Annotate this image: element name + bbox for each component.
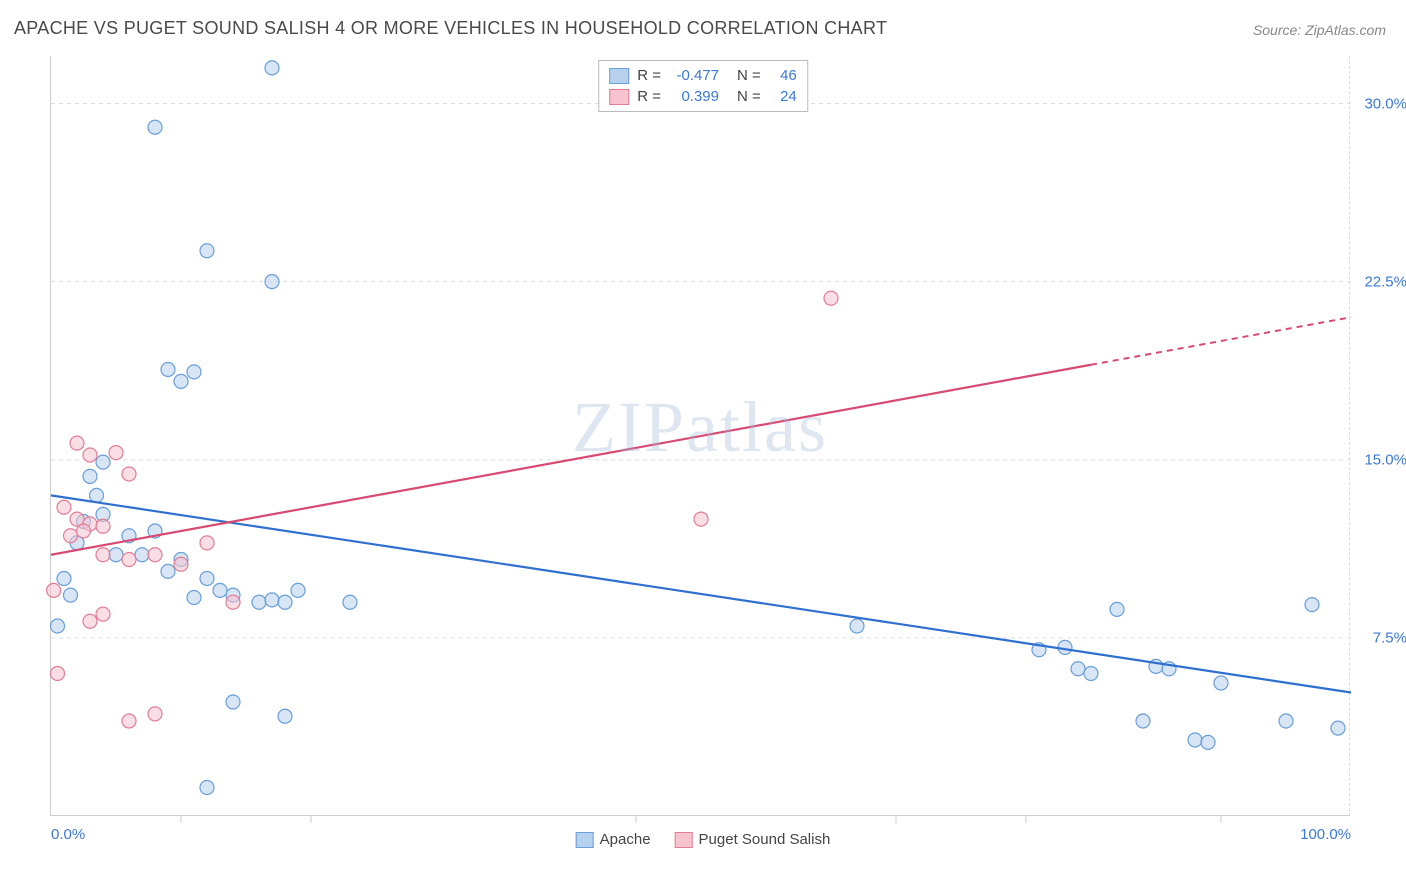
data-point	[51, 619, 65, 633]
legend-label: Puget Sound Salish	[699, 831, 831, 848]
data-point	[200, 536, 214, 550]
data-point	[57, 572, 71, 586]
data-point	[122, 553, 136, 567]
legend-swatch	[609, 89, 629, 105]
data-point	[96, 519, 110, 533]
data-point	[174, 557, 188, 571]
legend-swatch	[609, 68, 629, 84]
legend-item: Apache	[576, 831, 651, 848]
legend-item: Puget Sound Salish	[675, 831, 831, 848]
data-point	[148, 707, 162, 721]
data-point	[135, 548, 149, 562]
legend-swatch	[675, 832, 693, 848]
data-point	[64, 529, 78, 543]
x-tick-label: 100.0%	[1300, 826, 1351, 843]
data-point	[51, 667, 65, 681]
series-legend: Apache Puget Sound Salish	[568, 831, 839, 848]
plot-area: ZIPatlas 7.5%15.0%22.5%30.0% 0.0%100.0%	[50, 56, 1350, 816]
data-point	[200, 244, 214, 258]
data-point	[694, 512, 708, 526]
data-point	[96, 607, 110, 621]
data-point	[1188, 733, 1202, 747]
data-point	[265, 275, 279, 289]
data-point	[1331, 721, 1345, 735]
data-point	[148, 120, 162, 134]
data-point	[1136, 714, 1150, 728]
data-point	[850, 619, 864, 633]
data-point	[57, 500, 71, 514]
scatter-chart	[51, 56, 1351, 816]
x-tick-label: 0.0%	[51, 826, 85, 843]
legend-r-label: R =	[637, 88, 661, 105]
legend-n-label: N =	[737, 88, 761, 105]
data-point	[1084, 667, 1098, 681]
data-point	[1214, 676, 1228, 690]
legend-label: Apache	[600, 831, 651, 848]
data-point	[90, 488, 104, 502]
data-point	[200, 572, 214, 586]
legend-n-label: N =	[737, 67, 761, 84]
legend-r-value: -0.477	[669, 67, 719, 84]
data-point	[252, 595, 266, 609]
legend-n-value: 46	[769, 67, 797, 84]
data-point	[122, 714, 136, 728]
data-point	[213, 583, 227, 597]
data-point	[1279, 714, 1293, 728]
y-tick-label: 15.0%	[1364, 451, 1406, 468]
data-point	[83, 614, 97, 628]
data-point	[278, 595, 292, 609]
legend-row: R = -0.477 N = 46	[609, 65, 797, 86]
y-tick-label: 7.5%	[1373, 629, 1406, 646]
data-point	[109, 446, 123, 460]
data-point	[174, 374, 188, 388]
source-attribution: Source: ZipAtlas.com	[1253, 22, 1386, 38]
data-point	[64, 588, 78, 602]
data-point	[265, 61, 279, 75]
data-point	[1305, 598, 1319, 612]
y-tick-label: 22.5%	[1364, 273, 1406, 290]
chart-title: APACHE VS PUGET SOUND SALISH 4 OR MORE V…	[14, 18, 887, 39]
data-point	[109, 548, 123, 562]
data-point	[70, 436, 84, 450]
data-point	[278, 709, 292, 723]
legend-swatch	[576, 832, 594, 848]
data-point	[161, 564, 175, 578]
legend-r-value: 0.399	[669, 88, 719, 105]
data-point	[824, 291, 838, 305]
data-point	[77, 524, 91, 538]
data-point	[122, 467, 136, 481]
data-point	[96, 548, 110, 562]
trend-line-dashed	[1091, 317, 1351, 365]
data-point	[187, 591, 201, 605]
data-point	[1201, 735, 1215, 749]
data-point	[83, 448, 97, 462]
data-point	[1110, 602, 1124, 616]
data-point	[47, 583, 61, 597]
data-point	[96, 455, 110, 469]
data-point	[265, 593, 279, 607]
data-point	[226, 695, 240, 709]
correlation-legend: R = -0.477 N = 46 R = 0.399 N = 24	[598, 60, 808, 112]
legend-row: R = 0.399 N = 24	[609, 86, 797, 107]
data-point	[343, 595, 357, 609]
data-point	[161, 363, 175, 377]
legend-n-value: 24	[769, 88, 797, 105]
data-point	[148, 548, 162, 562]
data-point	[200, 781, 214, 795]
data-point	[187, 365, 201, 379]
data-point	[226, 595, 240, 609]
legend-r-label: R =	[637, 67, 661, 84]
data-point	[291, 583, 305, 597]
y-tick-label: 30.0%	[1364, 95, 1406, 112]
data-point	[1071, 662, 1085, 676]
data-point	[83, 469, 97, 483]
